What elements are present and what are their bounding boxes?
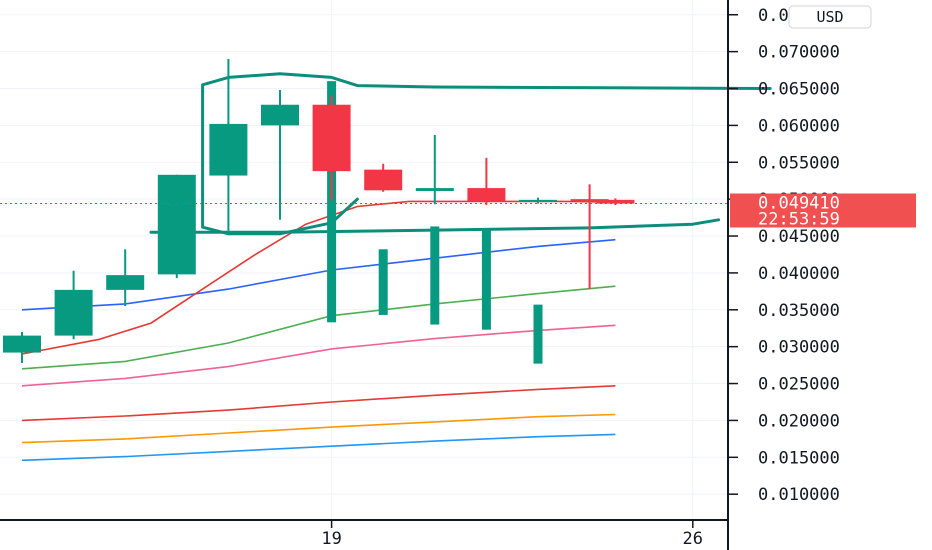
moving-average-line-4: [21, 413, 616, 444]
price-tick-label: 0.070000: [758, 43, 840, 63]
price-tick-label: 0.060000: [758, 116, 840, 136]
candle-body: [157, 174, 196, 275]
candle-body: [364, 169, 403, 191]
vertical-bar-3: [481, 228, 491, 330]
candle-8[interactable]: [415, 134, 454, 205]
candle-body: [261, 104, 299, 126]
currency-label: USD: [816, 8, 843, 26]
price-tick-label: 0.065000: [758, 80, 840, 100]
candle-body: [312, 104, 351, 172]
moving-average-line-1: [21, 285, 616, 370]
price-tick-label: 0.045000: [758, 227, 840, 247]
price-tick-label: 0.055000: [758, 153, 840, 173]
price-tick-label: 0.015000: [758, 448, 840, 468]
candle-body: [519, 199, 557, 202]
candle-5[interactable]: [261, 89, 299, 220]
moving-averages: [21, 200, 616, 462]
price-axis[interactable]: 0.010000 0.015000 0.020000 0.025000 0.030000…: [727, 0, 840, 550]
vertical-bars: [327, 81, 543, 364]
candle-7[interactable]: [364, 163, 403, 192]
price-tick-label: 0.025000: [758, 375, 840, 395]
price-tick-label: 0.040000: [758, 264, 840, 284]
candle-10[interactable]: [519, 197, 557, 204]
candle-body: [54, 289, 93, 336]
price-tick-label: 0.020000: [758, 411, 840, 431]
moving-average-line-2: [21, 324, 616, 387]
grid: [0, 0, 728, 520]
candle-1[interactable]: [54, 270, 93, 340]
time-tick-label: 19: [321, 529, 341, 549]
candle-body: [467, 188, 506, 202]
candle-4[interactable]: [209, 59, 248, 234]
time-axis[interactable]: 19 26: [0, 519, 728, 549]
candle-body: [106, 275, 145, 290]
price-tick-label: 0.035000: [758, 301, 840, 321]
candlesticks: [3, 59, 635, 363]
candle-body: [596, 199, 635, 204]
moving-average-line-5: [21, 433, 616, 462]
candle-body: [3, 335, 41, 353]
candle-body: [415, 188, 454, 192]
candle-6[interactable]: [312, 95, 351, 201]
drawing-path-2[interactable]: [149, 218, 721, 234]
candle-2[interactable]: [106, 249, 145, 307]
time-tick-label: 26: [683, 529, 703, 549]
vertical-bar-2: [430, 226, 440, 325]
vertical-bar-4: [533, 304, 543, 364]
moving-average-line-6: [21, 200, 616, 355]
last-price-tag: 0.049410 22:53:59: [730, 193, 916, 230]
countdown-timer: 22:53:59: [758, 210, 840, 230]
drawing-path-0[interactable]: [201, 72, 772, 94]
vertical-bar-1: [378, 249, 388, 315]
candle-body: [570, 199, 609, 202]
currency-badge[interactable]: USD: [788, 5, 872, 29]
candle-0[interactable]: [3, 331, 41, 363]
moving-average-line-3: [21, 385, 616, 422]
candle-11[interactable]: [570, 184, 609, 290]
candle-3[interactable]: [157, 174, 196, 279]
last-price-value: 0.049410: [758, 194, 840, 214]
candle-body: [209, 123, 248, 176]
price-tick-label: 0.030000: [758, 338, 840, 358]
candle-9[interactable]: [467, 157, 506, 206]
vertical-bar-0: [327, 81, 337, 323]
price-tick-label: 0.010000: [758, 485, 840, 505]
moving-average-line-0: [21, 238, 616, 311]
